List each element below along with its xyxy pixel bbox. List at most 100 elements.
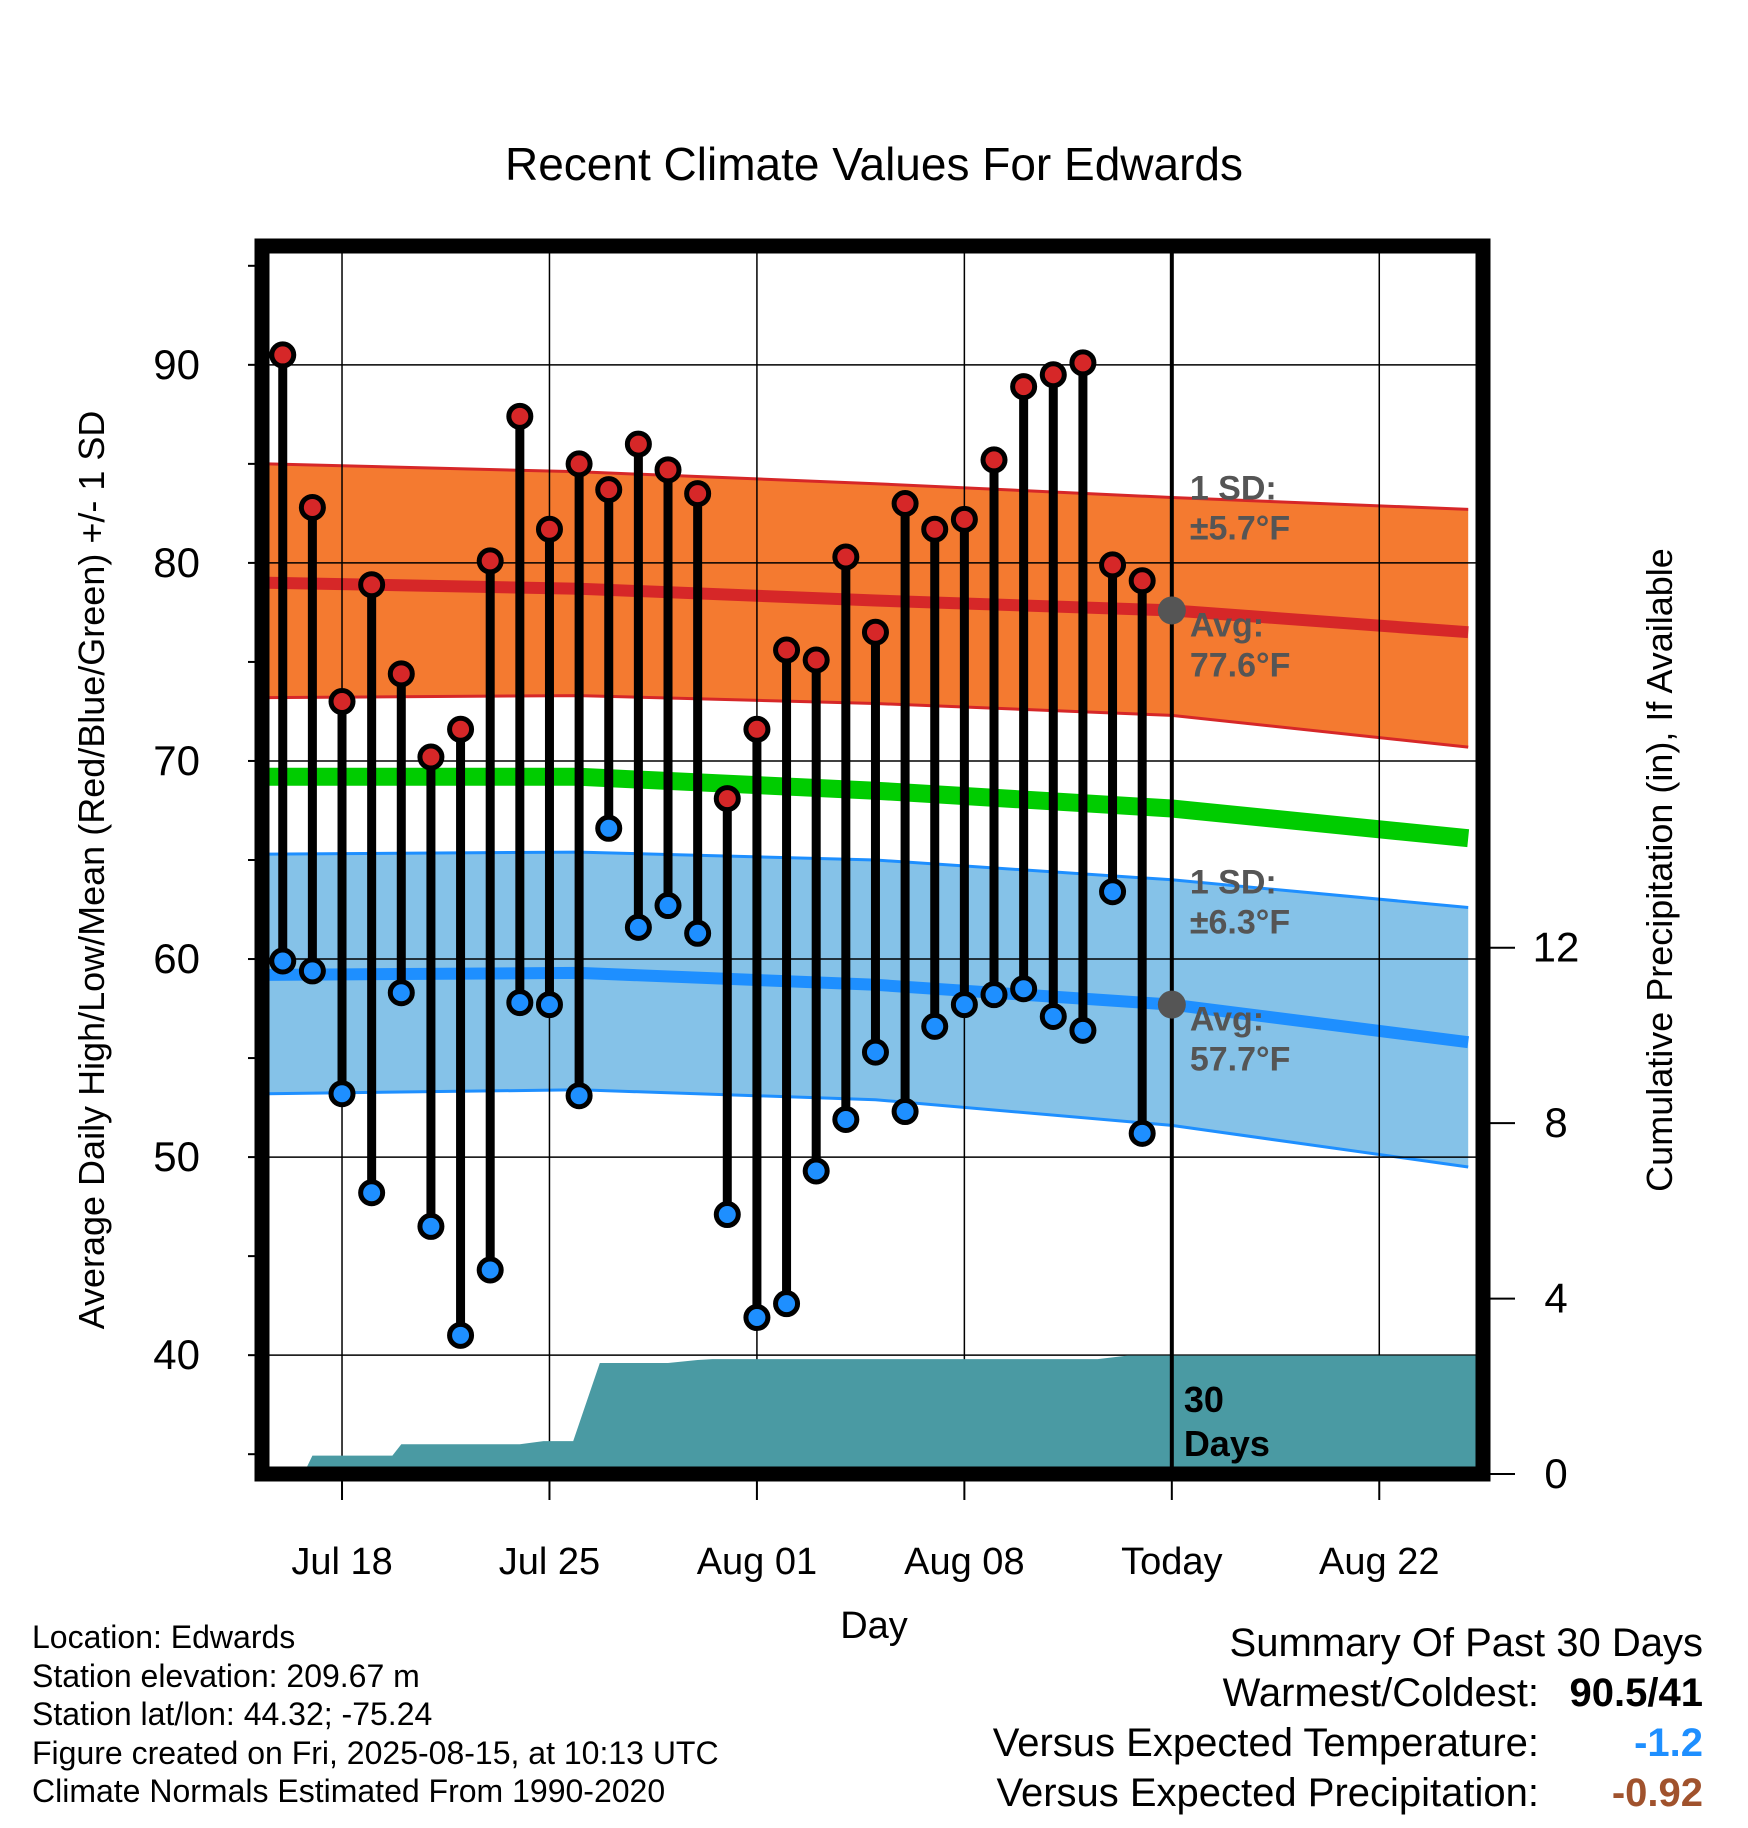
- high-temp-point: [595, 476, 623, 504]
- high-temp-point: [447, 715, 475, 743]
- high-temp-point: [684, 480, 712, 508]
- low-temp-point: [891, 1098, 919, 1126]
- today-days-label-0: 30: [1184, 1379, 1224, 1420]
- low-temp-point: [654, 892, 682, 920]
- high-avg-label: Avg:: [1190, 606, 1264, 644]
- y2-axis-label: Cumulative Precipitation (in), If Availa…: [1639, 548, 1680, 1192]
- high-temp-point: [891, 489, 919, 517]
- high-sd-label: 1 SD:: [1190, 470, 1277, 508]
- low-temp-point: [1069, 1016, 1097, 1044]
- high-temp-point: [743, 715, 771, 743]
- x-tick-label: Jul 25: [499, 1541, 600, 1583]
- warmest-label: Warmest/Coldest:: [1222, 1671, 1539, 1715]
- high-temp-point: [417, 743, 445, 771]
- x-axis-label: Day: [840, 1605, 908, 1647]
- warmest-row: Warmest/Coldest: 90.5/41: [993, 1668, 1703, 1718]
- y-tick-label: 70: [153, 737, 200, 784]
- high-temp-point: [1039, 361, 1067, 389]
- high-temp-point: [980, 446, 1008, 474]
- today-high-avg-marker: [1157, 596, 1186, 625]
- high-temp-point: [358, 571, 386, 599]
- x-tick-label: Jul 18: [291, 1541, 392, 1583]
- y-axis-label: Average Daily High/Low/Mean (Red/Blue/Gr…: [71, 411, 112, 1330]
- low-temp-point: [565, 1082, 593, 1110]
- precip-label: Versus Expected Precipitation:: [996, 1771, 1539, 1815]
- high-temp-point: [624, 430, 652, 458]
- low-temp-point: [832, 1105, 860, 1133]
- high-sd-value: ±5.7°F: [1190, 510, 1290, 548]
- low-temp-point: [921, 1012, 949, 1040]
- location-text: Location: Edwards: [32, 1619, 296, 1655]
- chart-title: Recent Climate Values For Edwards: [505, 138, 1243, 190]
- y2-tick-label: 0: [1544, 1450, 1567, 1497]
- high-temp-point: [387, 660, 415, 688]
- low-temp-point: [773, 1290, 801, 1318]
- warmest-value: 90.5/41: [1569, 1671, 1703, 1715]
- high-temp-point: [861, 618, 889, 646]
- temp-label: Versus Expected Temperature:: [992, 1721, 1539, 1765]
- low-temp-point: [624, 913, 652, 941]
- low-sd-value: ±6.3°F: [1190, 904, 1290, 942]
- high-temp-point: [802, 646, 830, 674]
- high-avg-value: 77.6°F: [1190, 646, 1291, 684]
- high-temp-point: [1010, 373, 1038, 401]
- x-tick-label: Aug 22: [1319, 1541, 1439, 1583]
- temp-value: -1.2: [1634, 1721, 1703, 1765]
- y-tick-label: 90: [153, 341, 200, 388]
- x-tick-label: Aug 01: [697, 1541, 817, 1583]
- high-temp-point: [713, 785, 741, 813]
- latlon-text: Station lat/lon: 44.32; -75.24: [32, 1696, 433, 1732]
- low-temp-point: [1039, 1002, 1067, 1030]
- low-avg-value: 57.7°F: [1190, 1041, 1291, 1079]
- y-tick-label: 80: [153, 539, 200, 586]
- high-temp-point: [921, 515, 949, 543]
- high-temp-point: [1128, 567, 1156, 595]
- station-info: Location: Edwards Station elevation: 209…: [32, 1618, 719, 1811]
- high-temp-point: [476, 547, 504, 575]
- elevation-text: Station elevation: 209.67 m: [32, 1657, 420, 1694]
- low-temp-point: [684, 919, 712, 947]
- low-temp-point: [358, 1179, 386, 1207]
- low-temp-point: [950, 991, 978, 1019]
- created-text: Figure created on Fri, 2025-08-15, at 10…: [32, 1734, 719, 1771]
- low-sd-label: 1 SD:: [1190, 864, 1277, 902]
- y2-tick-label: 8: [1544, 1099, 1567, 1146]
- high-temp-point: [950, 505, 978, 533]
- sd-band-1: [267, 852, 1469, 1167]
- high-temp-point: [298, 493, 326, 521]
- low-temp-point: [980, 981, 1008, 1009]
- low-temp-point: [1128, 1119, 1156, 1147]
- low-temp-point: [861, 1038, 889, 1066]
- low-temp-point: [1010, 975, 1038, 1003]
- high-temp-point: [506, 402, 534, 430]
- normals-text: Climate Normals Estimated From 1990-2020: [32, 1773, 666, 1809]
- low-avg-label: Avg:: [1190, 1001, 1264, 1039]
- low-temp-point: [595, 814, 623, 842]
- today-low-avg-marker: [1157, 990, 1186, 1019]
- low-temp-point: [328, 1080, 356, 1108]
- low-temp-point: [298, 957, 326, 985]
- x-tick-label: Aug 08: [904, 1541, 1024, 1583]
- y-tick-label: 40: [153, 1331, 200, 1378]
- high-temp-point: [269, 341, 297, 369]
- precip-row: Versus Expected Precipitation: -0.92: [993, 1768, 1703, 1818]
- summary-panel: Summary Of Past 30 Days Warmest/Coldest:…: [993, 1618, 1703, 1818]
- sd-band-0-upper-edge: [267, 462, 1469, 511]
- low-temp-point: [1099, 878, 1127, 906]
- low-temp-point: [269, 947, 297, 975]
- temp-row: Versus Expected Temperature: -1.2: [993, 1718, 1703, 1768]
- high-temp-point: [1069, 349, 1097, 377]
- precip-value: -0.92: [1611, 1771, 1703, 1815]
- x-tick-label: Today: [1121, 1541, 1222, 1583]
- low-temp-point: [476, 1256, 504, 1284]
- y2-tick-label: 4: [1544, 1275, 1567, 1322]
- high-temp-point: [832, 543, 860, 571]
- low-temp-point: [743, 1304, 771, 1332]
- low-temp-point: [802, 1157, 830, 1185]
- low-temp-point: [506, 989, 534, 1017]
- high-temp-point: [1099, 551, 1127, 579]
- high-temp-point: [565, 450, 593, 478]
- low-temp-point: [417, 1212, 445, 1240]
- y-tick-label: 50: [153, 1133, 200, 1180]
